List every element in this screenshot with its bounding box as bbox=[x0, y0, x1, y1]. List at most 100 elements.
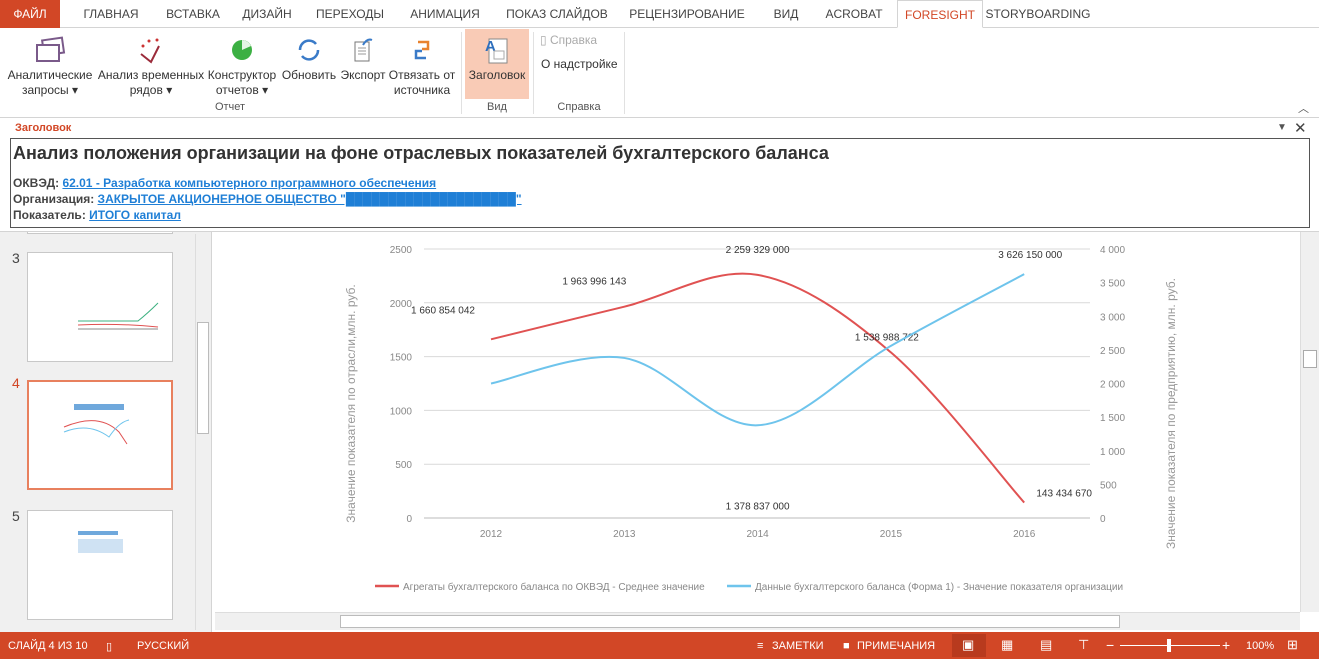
zoom-in-icon[interactable]: + bbox=[1222, 637, 1231, 653]
export-icon bbox=[338, 32, 388, 68]
about-button[interactable]: О надстройке bbox=[541, 57, 618, 71]
vertical-scrollbar[interactable] bbox=[1300, 232, 1319, 612]
slide-thumb-4[interactable] bbox=[27, 380, 173, 490]
x-tick-label: 2015 bbox=[880, 529, 903, 540]
label: Экспорт bbox=[340, 68, 386, 82]
series-line-1 bbox=[490, 272, 1025, 504]
zoom-out-icon[interactable]: − bbox=[1106, 637, 1115, 653]
zoom-level[interactable]: 100% bbox=[1246, 640, 1275, 652]
tab-вид[interactable]: ВИД bbox=[773, 7, 799, 21]
pane-options-icon[interactable]: ▼ bbox=[1277, 122, 1287, 133]
slide-number: 3 bbox=[12, 250, 20, 266]
tab-foresight[interactable]: FORESIGHT bbox=[897, 0, 983, 28]
y2-tick-label: 0 bbox=[1100, 514, 1106, 525]
time-series-icon bbox=[96, 32, 206, 68]
export-button[interactable]: Экспорт bbox=[338, 32, 388, 83]
language[interactable]: РУССКИЙ bbox=[137, 640, 190, 652]
label: Анализ временных bbox=[97, 68, 205, 82]
close-icon[interactable]: ✕ bbox=[1294, 120, 1307, 137]
notes-button[interactable]: ЗАМЕТКИ bbox=[772, 640, 824, 652]
x-tick-label: 2014 bbox=[746, 529, 769, 540]
tab-показ слайдов[interactable]: ПОКАЗ СЛАЙДОВ bbox=[506, 7, 608, 21]
label: Аналитические bbox=[7, 68, 93, 82]
group-label-help: Справка bbox=[557, 101, 601, 113]
tab-acrobat[interactable]: ACROBAT bbox=[825, 7, 883, 21]
tab-главная[interactable]: ГЛАВНАЯ bbox=[83, 7, 139, 21]
y-tick-label: 1500 bbox=[390, 353, 413, 364]
tab-вставка[interactable]: ВСТАВКА bbox=[166, 7, 220, 21]
report-heading: Анализ положения организации на фоне отр… bbox=[13, 143, 829, 163]
slide-thumb-5[interactable] bbox=[27, 510, 173, 620]
data-label: 3 626 150 000 bbox=[998, 250, 1062, 261]
fit-slide-icon[interactable]: ⊞ bbox=[1287, 637, 1298, 652]
scroll-thumb[interactable] bbox=[1303, 350, 1317, 368]
data-label: 1 378 837 000 bbox=[726, 501, 790, 512]
svg-text:A: A bbox=[485, 38, 496, 55]
slide-sorter-icon[interactable]: ▦ bbox=[1001, 637, 1014, 652]
slide-indicator: СЛАЙД 4 ИЗ 10 bbox=[8, 640, 88, 652]
tab-переходы[interactable]: ПЕРЕХОДЫ bbox=[315, 7, 385, 21]
pie-chart-icon bbox=[205, 32, 279, 68]
header-box: Анализ положения организации на фоне отр… bbox=[10, 138, 1310, 228]
pane-title: Заголовок bbox=[15, 122, 72, 134]
reading-view-icon[interactable]: ▤ bbox=[1040, 637, 1053, 652]
unlink-source-button[interactable]: Отвязать от источника bbox=[388, 32, 456, 98]
group-label-view: Вид bbox=[487, 101, 507, 113]
zoom-slider-thumb[interactable] bbox=[1167, 639, 1171, 652]
y2-axis-title: Значение показателя по предприятию, млн.… bbox=[1164, 278, 1178, 549]
tab-дизайн[interactable]: ДИЗАЙН bbox=[242, 7, 292, 21]
windows-icon bbox=[5, 32, 95, 68]
help-button[interactable]: ▯ Справка bbox=[540, 33, 597, 47]
tab-рецензирование[interactable]: РЕЦЕНЗИРОВАНИЕ bbox=[629, 7, 745, 21]
org-link[interactable]: ЗАКРЫТОЕ АКЦИОНЕРНОЕ ОБЩЕСТВО "█████████… bbox=[97, 192, 522, 206]
y-tick-label: 1000 bbox=[390, 406, 413, 417]
header-doc-icon: A bbox=[465, 32, 529, 68]
slide-thumb-2[interactable] bbox=[27, 232, 173, 234]
indicator-link[interactable]: ИТОГО капитал bbox=[89, 208, 181, 222]
y2-tick-label: 2 500 bbox=[1100, 346, 1125, 357]
data-label: 1 660 854 042 bbox=[411, 305, 475, 316]
x-tick-label: 2012 bbox=[480, 529, 503, 540]
scroll-thumb[interactable] bbox=[197, 322, 209, 434]
refresh-button[interactable]: Обновить bbox=[280, 32, 338, 83]
header-toggle-button[interactable]: A Заголовок bbox=[465, 29, 529, 99]
group-label-report: Отчет bbox=[214, 101, 246, 113]
tab-storyboarding[interactable]: STORYBOARDING bbox=[985, 7, 1091, 21]
tab-анимация[interactable]: АНИМАЦИЯ bbox=[410, 7, 480, 21]
scroll-thumb[interactable] bbox=[340, 615, 1120, 628]
y2-tick-label: 2 000 bbox=[1100, 380, 1125, 391]
collapse-ribbon-icon[interactable]: ︿ bbox=[1298, 103, 1309, 115]
y2-tick-label: 3 500 bbox=[1100, 279, 1125, 290]
comment-icon: ■ bbox=[843, 640, 850, 652]
ribbon-tabs: ФАЙЛ ГЛАВНАЯ ВСТАВКА ДИЗАЙН ПЕРЕХОДЫ АНИМАЦИЯ… bbox=[0, 0, 1319, 28]
label: Отвязать от bbox=[388, 68, 456, 82]
analytic-queries-button[interactable]: Аналитические запросы ▾ bbox=[5, 32, 95, 98]
label: Обновить bbox=[281, 68, 337, 82]
normal-view-button[interactable] bbox=[952, 634, 986, 657]
horizontal-scrollbar[interactable] bbox=[215, 612, 1300, 630]
slide-thumb-3[interactable] bbox=[27, 252, 173, 362]
thumbs-scrollbar[interactable] bbox=[195, 234, 210, 630]
normal-view-icon: ▣ bbox=[962, 637, 975, 652]
report-builder-button[interactable]: Конструктор отчетов ▾ bbox=[205, 32, 279, 98]
y2-tick-label: 1 500 bbox=[1100, 413, 1125, 424]
label: запросы ▾ bbox=[21, 83, 78, 97]
okved-line: ОКВЭД: 62.01 - Разработка компьютерного … bbox=[13, 175, 1307, 191]
y-tick-label: 500 bbox=[395, 460, 412, 471]
label: Конструктор bbox=[207, 68, 277, 82]
org-line: Организация: ЗАКРЫТОЕ АКЦИОНЕРНОЕ ОБЩЕСТ… bbox=[13, 191, 1307, 207]
spellcheck-icon[interactable]: ▯ bbox=[106, 641, 113, 653]
notes-icon: ≡ bbox=[757, 640, 764, 652]
okved-link[interactable]: 62.01 - Разработка компьютерного програм… bbox=[62, 176, 437, 190]
label: Показатель: bbox=[13, 208, 86, 222]
tab-file[interactable]: ФАЙЛ bbox=[0, 0, 60, 28]
label: Заголовок bbox=[468, 68, 526, 82]
comments-button[interactable]: ПРИМЕЧАНИЯ bbox=[857, 640, 936, 652]
label: Организация: bbox=[13, 192, 95, 206]
label: ОКВЭД: bbox=[13, 176, 60, 190]
time-series-button[interactable]: Анализ временных рядов ▾ bbox=[96, 32, 206, 98]
data-label: 143 434 670 bbox=[1036, 489, 1092, 500]
slide-thumbnails: 3 4 5 bbox=[0, 232, 212, 632]
slideshow-icon[interactable]: ⊤ bbox=[1078, 637, 1090, 652]
label: рядов ▾ bbox=[129, 83, 173, 97]
